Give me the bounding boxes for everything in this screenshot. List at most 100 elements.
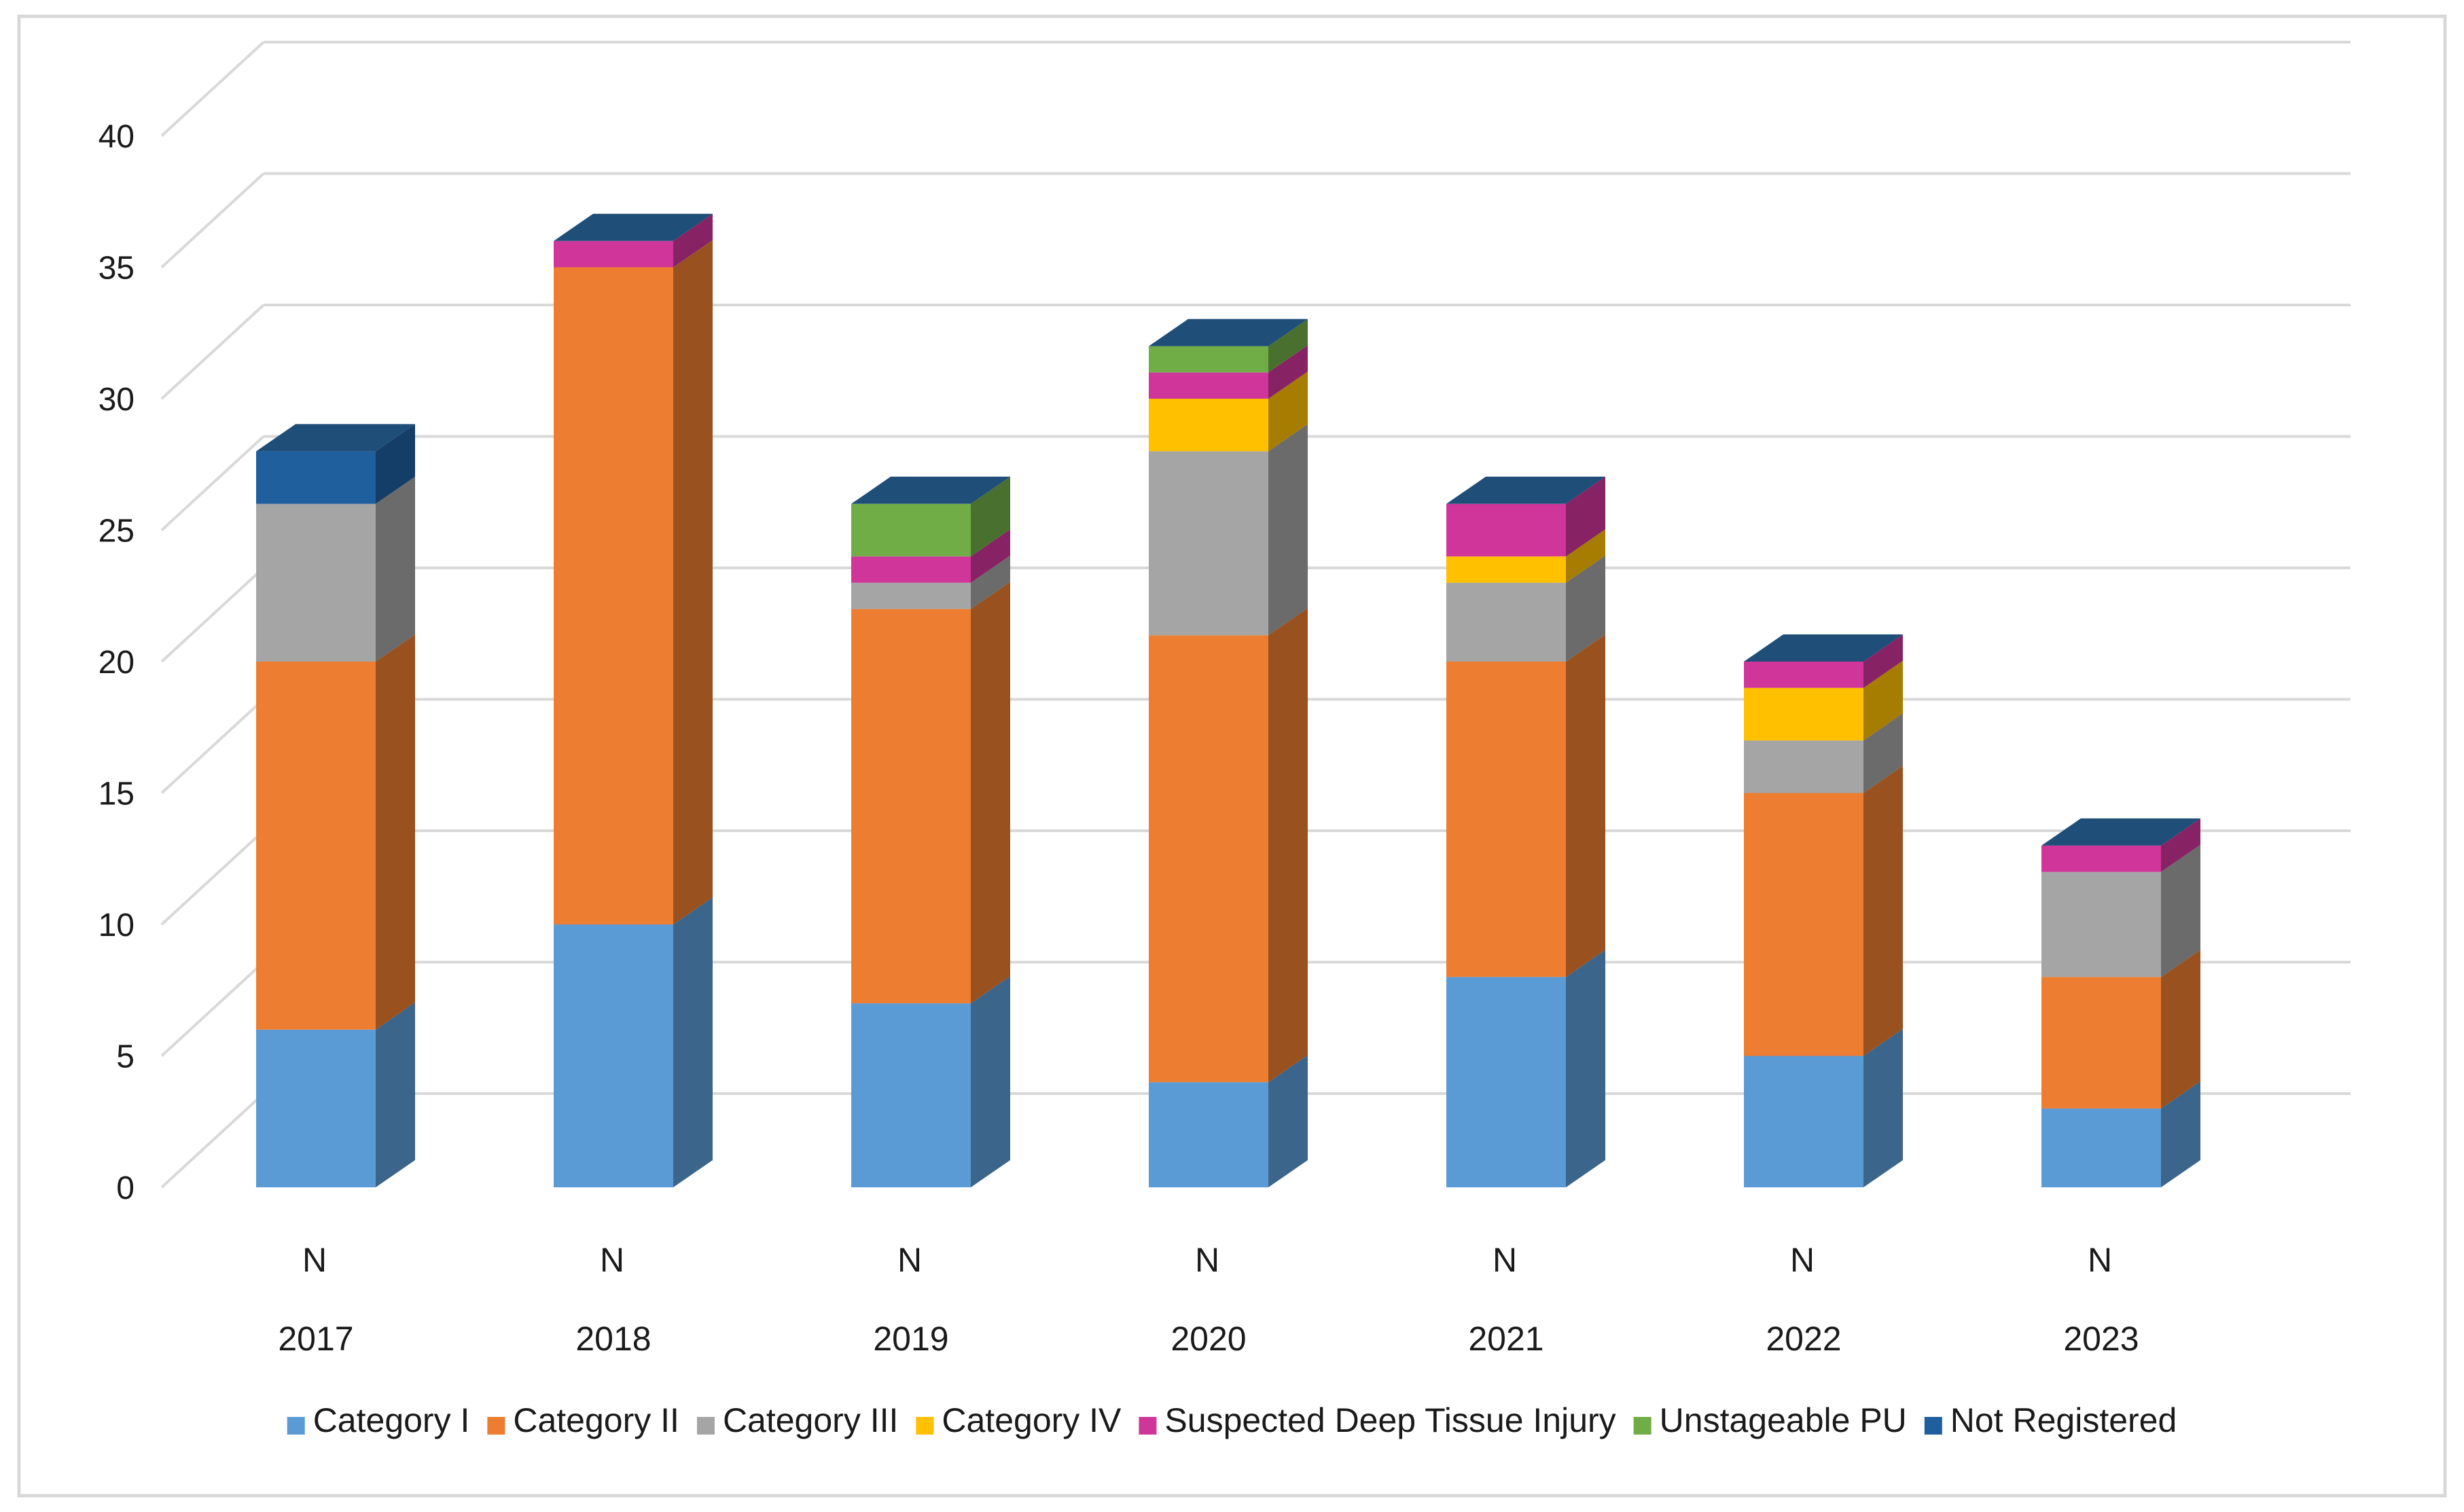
legend-swatch	[287, 1417, 305, 1435]
legend-item: Category II	[487, 1401, 679, 1439]
legend-label: Unstageable PU	[1660, 1401, 1907, 1439]
gridline-diagonal	[160, 961, 265, 1057]
bar-segment	[1446, 582, 1566, 662]
bar-segment	[2041, 977, 2161, 1109]
bar-segment	[851, 582, 971, 609]
legend-swatch	[1633, 1417, 1651, 1435]
bar-segment	[1149, 372, 1268, 399]
bar-layer	[256, 213, 2200, 1187]
y-tick-label: 10	[99, 907, 135, 943]
category-sub-label: N	[1790, 1241, 1815, 1279]
bar-segment	[851, 1003, 971, 1187]
bar-segment	[1446, 556, 1566, 583]
category-label: 2021	[1468, 1320, 1543, 1358]
legend-label: Category I	[313, 1401, 470, 1439]
y-tick-label: 20	[99, 645, 135, 681]
bar-segment-side	[971, 476, 1010, 557]
bar-segment	[2041, 845, 2161, 872]
category-sub-label: N	[302, 1241, 327, 1279]
label-layer: 0 5 10 15 20 25 30 35 40 N 2017 N 2018 N 2019 N 2020 N 202…	[99, 119, 2139, 1358]
bar-segment-side	[376, 1002, 415, 1187]
bar-segment-side	[376, 476, 415, 662]
bar-segment	[1744, 740, 1863, 793]
bar-segment	[1744, 687, 1863, 741]
gridline-diagonal	[160, 304, 265, 400]
category-label: 2019	[873, 1320, 948, 1358]
bar-segment-side	[1268, 345, 1308, 399]
bar-segment-side	[673, 897, 713, 1187]
bar-top	[851, 476, 1010, 504]
legend-swatch	[1139, 1417, 1157, 1435]
bar-segment	[1446, 977, 1566, 1187]
bar-segment	[256, 503, 376, 662]
legend-swatch	[916, 1417, 934, 1435]
bar-top	[1744, 634, 1903, 662]
category-label: 2022	[1766, 1320, 1841, 1358]
bar-segment	[1744, 793, 1863, 1056]
bar-segment	[1149, 1082, 1268, 1187]
bar-segment-side	[971, 581, 1010, 1004]
category-label: 2017	[278, 1320, 353, 1358]
bar-segment	[2041, 871, 2161, 977]
bar-top	[1149, 319, 1308, 346]
legend-label: Category II	[513, 1401, 679, 1439]
bar-segment-side	[673, 240, 713, 924]
bar-segment	[1744, 1056, 1863, 1187]
gridline-diagonal	[160, 698, 265, 794]
bar-segment-side	[2161, 1081, 2200, 1187]
y-tick-label: 15	[99, 776, 135, 812]
gridline-diagonal	[160, 435, 265, 531]
gridline-diagonal	[160, 173, 265, 268]
gridline-diagonal	[160, 1092, 265, 1189]
y-tick-label: 30	[99, 382, 135, 418]
bar-segment-side	[1566, 476, 1605, 557]
bar-segment-side	[1268, 608, 1308, 1083]
bar-segment-side	[1566, 555, 1605, 662]
bar-segment-side	[1268, 1055, 1308, 1187]
gridline-diagonal	[160, 566, 265, 663]
category-label: 2020	[1171, 1320, 1246, 1358]
bar-segment-side	[1863, 1028, 1903, 1187]
bar-segment	[554, 240, 673, 268]
bar-segment	[1149, 399, 1268, 452]
bar-segment	[851, 609, 971, 1004]
category-sub-label: N	[600, 1241, 624, 1279]
bar-segment	[851, 503, 971, 557]
legend-swatch	[1924, 1417, 1942, 1435]
gridline-diagonal	[160, 41, 265, 137]
category-label: 2018	[575, 1320, 651, 1358]
bar-top	[256, 424, 415, 452]
bar-segment-side	[1863, 713, 1903, 793]
y-tick-label: 25	[99, 514, 135, 550]
bar-segment	[554, 267, 673, 924]
bar-segment	[1149, 346, 1268, 373]
legend-item: Unstageable PU	[1633, 1401, 1907, 1439]
legend-label: Category III	[723, 1401, 898, 1439]
bar-segment-side	[1566, 529, 1605, 583]
bar-top	[2041, 818, 2200, 846]
bar-segment	[1149, 635, 1268, 1083]
bar-segment-side	[2161, 844, 2200, 977]
y-tick-label: 40	[99, 119, 135, 155]
bar-segment	[256, 451, 376, 504]
gridline-diagonal	[160, 829, 265, 926]
category-sub-label: N	[2088, 1241, 2112, 1279]
legend-label: Category IV	[942, 1401, 1122, 1439]
bar-segment-side	[971, 976, 1010, 1187]
bar-segment-side	[1863, 634, 1903, 688]
bar-segment-side	[376, 424, 415, 504]
bar-segment-side	[2161, 950, 2200, 1109]
legend-label: Not Registered	[1950, 1401, 2177, 1439]
bar-segment-side	[376, 634, 415, 1030]
legend-label: Suspected Deep Tissue Injury	[1164, 1401, 1615, 1439]
bar-segment	[1149, 451, 1268, 636]
bar-segment	[256, 1029, 376, 1187]
bar-segment	[2041, 1108, 2161, 1187]
legend-swatch	[696, 1417, 715, 1435]
bar-segment	[1744, 662, 1863, 688]
legend-item: Suspected Deep Tissue Injury	[1139, 1401, 1616, 1439]
bar-top	[1446, 476, 1605, 504]
bar-segment-side	[1566, 634, 1605, 977]
